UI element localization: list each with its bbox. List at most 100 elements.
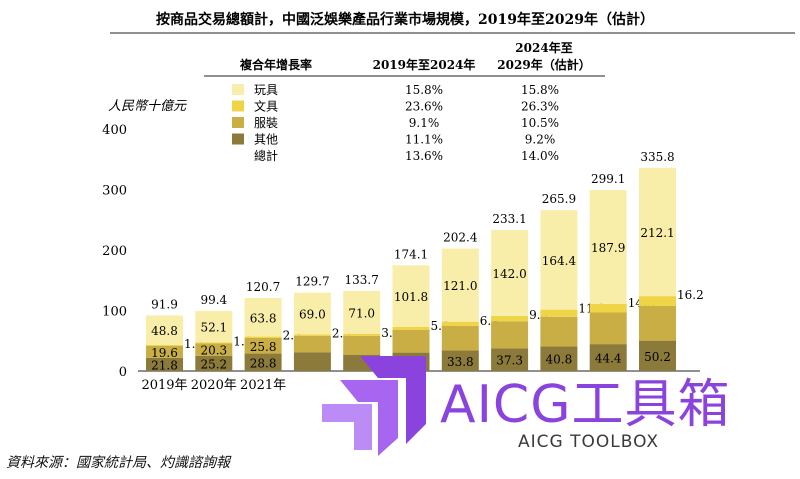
x-axis: 2019年 2020年 2021年: [141, 378, 286, 393]
bar-segment: [195, 355, 233, 371]
cagr-header-period-2a: 2024年至: [515, 40, 572, 55]
bars: 21.819.61.748.891.925.220.31.852.199.428…: [146, 150, 704, 372]
bar-segment: [639, 305, 676, 341]
bar-segment: [293, 352, 331, 371]
cagr-row-value-1: 23.6%: [405, 100, 443, 114]
bar-segment: [441, 321, 479, 326]
bar-total-label: 120.7: [246, 280, 280, 294]
bar-total-label: 133.7: [345, 273, 379, 287]
bar-segment: [441, 350, 479, 371]
y-tick-label: 100: [102, 305, 127, 320]
bar-total-label: 129.7: [295, 275, 329, 289]
watermark-subtitle: AICG TOOLBOX: [518, 432, 660, 452]
bar-segment: [639, 167, 676, 297]
legend-swatch: [232, 133, 244, 145]
bar-stack: 50.2 16.2 212.1 335.8: [639, 150, 704, 371]
y-tick-label: 400: [102, 123, 127, 138]
bar-data-label: 28.8: [250, 356, 277, 370]
bar-segment: [293, 334, 331, 336]
bar-data-label: 52.1: [200, 321, 227, 335]
bar-data-label: 63.8: [250, 311, 277, 325]
bar-data-label: 71.0: [348, 306, 375, 320]
bar-segment: [441, 325, 479, 351]
bar-total-label: 233.1: [492, 212, 526, 226]
cagr-row: 玩具 15.8% 15.8%: [232, 83, 559, 97]
cagr-row-value-2: 26.3%: [521, 100, 559, 114]
bar-segment: [639, 296, 676, 306]
bar-segment: [343, 290, 381, 334]
cagr-row: 文具 23.6% 26.3%: [232, 99, 559, 114]
bar-segment: [146, 357, 183, 371]
bar-total-label: 265.9: [542, 192, 576, 206]
bar-segment: [540, 210, 578, 310]
bar-segment: [540, 309, 578, 317]
bar-data-label: 101.8: [394, 290, 428, 304]
bar-total-label: 335.8: [640, 150, 674, 164]
cagr-row: 總計 13.6% 14.0%: [254, 148, 559, 163]
bar-segment: [491, 230, 529, 316]
watermark-title: AICG工具箱: [440, 375, 731, 435]
cagr-row-value-2: 10.5%: [521, 116, 559, 130]
bar-data-label: 48.8: [151, 324, 178, 338]
bar-total-label: 202.4: [443, 231, 478, 245]
bar-total-label: 91.9: [151, 297, 178, 311]
bar-data-label: 16.2: [677, 288, 704, 302]
source-note: 資料來源：國家統計局、灼識諮詢報: [6, 455, 230, 471]
bar-segment: [244, 337, 282, 354]
bar-data-label: 19.6: [151, 346, 178, 360]
cagr-row-value-1: 13.6%: [405, 149, 443, 163]
bar-segment: [392, 329, 430, 353]
bar-segment: [441, 248, 479, 322]
cagr-row-name: 總計: [254, 148, 278, 163]
x-tick-label: 2019年: [141, 378, 187, 393]
cagr-header-name: 複合年增長率: [239, 57, 312, 72]
bar-segment: [491, 321, 529, 349]
bar-segment: [146, 344, 183, 346]
watermark-logo-icon: [322, 356, 426, 456]
bar-segment: [491, 315, 529, 322]
bar-segment: [491, 348, 529, 371]
bar-data-label: 187.9: [591, 241, 625, 255]
bar-segment: [195, 310, 233, 343]
bar-data-label: 37.3: [496, 354, 523, 368]
bar-total-label: 99.4: [200, 293, 227, 307]
bar-data-label: 142.0: [492, 267, 526, 281]
bar-data-label: 69.0: [299, 308, 326, 322]
bar-segment: [639, 340, 676, 371]
bar-data-label: 164.4: [542, 254, 577, 268]
cagr-row-value-2: 15.8%: [521, 83, 559, 97]
bar-total-label: 299.1: [591, 172, 625, 186]
bar-segment: [195, 342, 233, 344]
cagr-row: 其他 11.1% 9.2%: [232, 133, 555, 147]
bar-segment: [540, 346, 578, 371]
bar-segment: [589, 190, 627, 304]
bar-data-label: 212.1: [640, 226, 674, 240]
bar-segment: [392, 326, 430, 330]
bar-segment: [244, 353, 282, 371]
bar-segment: [146, 345, 183, 358]
bar-data-label: 44.4: [595, 352, 622, 366]
cagr-row-value-1: 11.1%: [405, 133, 443, 147]
legend-swatch: [232, 117, 244, 128]
bar-segment: [540, 316, 578, 347]
bar-segment: [244, 336, 282, 338]
cagr-row-name: 玩具: [254, 83, 278, 97]
x-tick-label: 2021年: [240, 378, 286, 393]
watermark: AICG工具箱 AICG TOOLBOX: [322, 352, 792, 462]
bar-data-label: 25.2: [200, 357, 227, 371]
bar-segment: [244, 297, 282, 337]
bar-data-label: 21.8: [151, 358, 178, 372]
bar-data-label: 121.0: [443, 279, 477, 293]
cagr-row-name: 其他: [254, 133, 278, 147]
bar-segment: [293, 335, 331, 353]
cagr-table: 玩具 15.8% 15.8% 文具 23.6% 26.3% 服裝 9.1% 10.5% 其他 11.…: [232, 83, 559, 163]
y-tick-label: 300: [102, 184, 127, 199]
y-tick-label: 0: [119, 365, 127, 380]
y-axis: 0 100 200 300 400: [102, 123, 127, 380]
bar-segment: [392, 265, 430, 327]
bar-segment: [293, 292, 331, 335]
bar-stack: 21.819.61.748.891.9: [146, 297, 203, 372]
